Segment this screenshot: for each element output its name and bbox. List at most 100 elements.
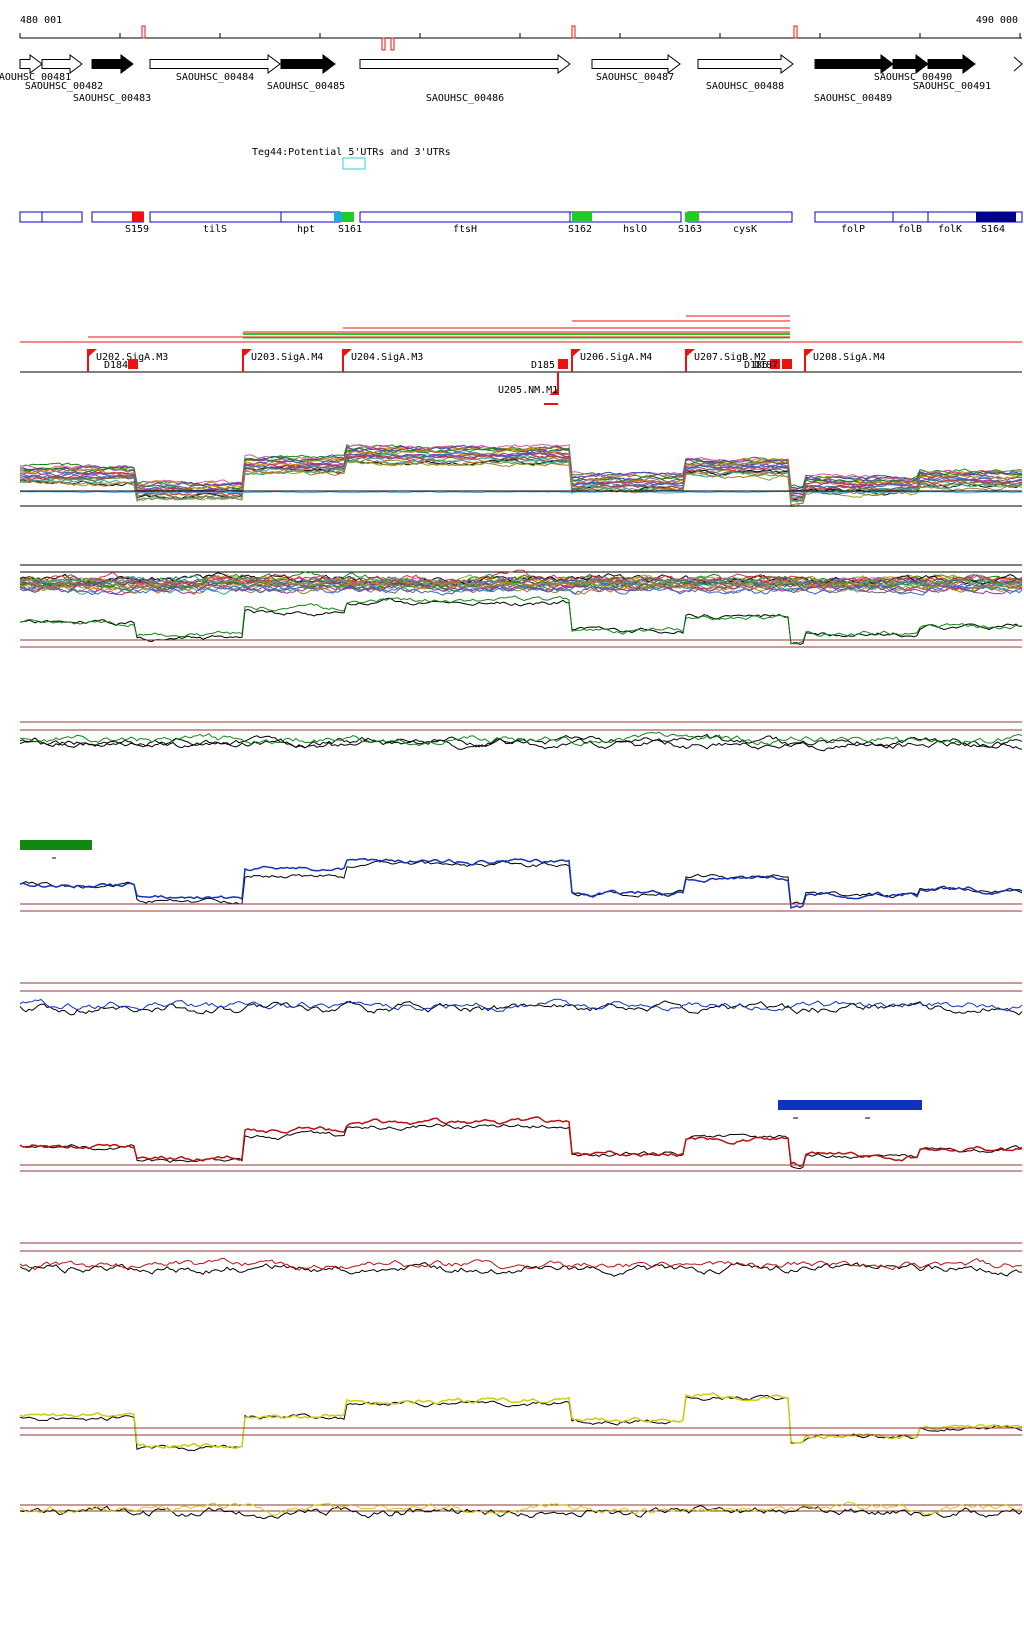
gene-label: SAOUHSC_00481 [0, 72, 71, 83]
segment-fill [685, 212, 699, 222]
profile-line [19, 733, 1023, 749]
gene-label: SAOUHSC_00482 [25, 81, 103, 92]
promoter-label: D185 [531, 360, 555, 371]
segment-box [814, 211, 894, 223]
segment-label: S164 [981, 224, 1005, 235]
gene-label: SAOUHSC_00486 [426, 93, 504, 104]
profile-line [19, 1123, 1022, 1170]
profile-line [19, 1394, 1023, 1452]
condition-profile [19, 454, 1023, 501]
promoter-label: U203.SigA.M4 [251, 352, 323, 363]
promoter-label: D187 [754, 360, 778, 371]
coord-marker [381, 37, 386, 51]
segment-box [19, 211, 83, 223]
gene-label: SAOUHSC_00483 [73, 93, 151, 104]
promoter-label: D184 [104, 360, 128, 371]
coord-marker [793, 25, 798, 39]
gene-arrow [892, 54, 929, 74]
profile-line [19, 597, 1022, 646]
terminator-box [128, 359, 138, 369]
profile-line [19, 1000, 1023, 1016]
gene-label: SAOUHSC_00485 [267, 81, 345, 92]
coord-end: 490 000 [976, 15, 1018, 26]
profile-line [19, 1116, 1023, 1168]
segment-label: S161 [338, 224, 362, 235]
segment-label: folB [898, 224, 922, 235]
terminator-box [782, 359, 792, 369]
segment-label: S163 [678, 224, 702, 235]
segment-label: S162 [568, 224, 592, 235]
condition-bar [20, 840, 92, 850]
condition-profile [19, 444, 1023, 488]
profile-line [19, 857, 1023, 909]
promoter-flag [549, 388, 558, 395]
promoter-label: D186 [744, 360, 768, 371]
coord-marker [141, 25, 146, 39]
gene-arrow [41, 54, 83, 74]
segment-fill [572, 212, 592, 222]
segment-label: hpt [297, 224, 315, 235]
gene-arrow [149, 54, 281, 74]
gene-arrow [1013, 56, 1023, 72]
coord-marker [571, 25, 576, 39]
promoter-label: U205.NM.M1 [498, 385, 558, 396]
promoter-flag [88, 349, 97, 357]
segment-label: ftsH [453, 224, 477, 235]
coord-start: 480 001 [20, 15, 62, 26]
condition-profile [19, 575, 1023, 591]
segment-box [927, 211, 1023, 223]
gene-arrow [91, 54, 134, 74]
promoter-flag [243, 349, 252, 357]
segment-label: folP [841, 224, 865, 235]
gene-arrow [927, 54, 976, 74]
promoter-flag [343, 349, 352, 357]
segment-label: hslO [623, 224, 647, 235]
terminator-box [770, 359, 780, 369]
condition-profile [19, 460, 1023, 506]
gene-label: SAOUHSC_00490 [874, 72, 952, 83]
gene-arrow [697, 54, 794, 74]
segment-fill [334, 212, 342, 222]
gene-arrow [359, 54, 571, 74]
segment-label: cysK [733, 224, 757, 235]
teg-box [342, 157, 366, 170]
gene-label: SAOUHSC_00487 [596, 72, 674, 83]
condition-profile [19, 490, 1023, 494]
gene-arrow [19, 54, 43, 74]
profile-line [19, 738, 1023, 752]
promoter-flag [572, 349, 581, 357]
profile-line [19, 1257, 1023, 1271]
gene-arrow [591, 54, 681, 74]
segment-box [687, 211, 793, 223]
promoter-flag [686, 349, 695, 357]
gene-label: SAOUHSC_00484 [176, 72, 254, 83]
profile-line [19, 1392, 1023, 1449]
condition-profile [19, 574, 1023, 587]
segment-box [569, 211, 682, 223]
promoter-label: U208.SigA.M4 [813, 352, 885, 363]
segment-label: tilS [203, 224, 227, 235]
profile-line [19, 1505, 1023, 1520]
condition-bar [778, 1100, 922, 1110]
condition-profile [19, 575, 1023, 588]
profile-line [19, 1501, 1023, 1516]
condition-profile [19, 580, 1023, 596]
segment-box [892, 211, 929, 223]
promoter-flag [805, 349, 814, 357]
coord-marker [390, 37, 395, 51]
segment-box [359, 211, 571, 223]
promoter-label: U204.SigA.M3 [351, 352, 423, 363]
gene-label: SAOUHSC_00491 [913, 81, 991, 92]
segment-box [280, 211, 341, 223]
profile-line [19, 595, 1023, 645]
profile-line [19, 998, 1023, 1013]
segment-fill [976, 212, 1016, 222]
gene-label: SAOUHSC_00489 [814, 93, 892, 104]
gene-arrow [280, 54, 336, 74]
promoter-label: U202.SigA.M3 [96, 352, 168, 363]
profile-line [19, 731, 1023, 747]
terminator-box [558, 359, 568, 369]
segment-label: folK [938, 224, 962, 235]
segment-label: S159 [125, 224, 149, 235]
